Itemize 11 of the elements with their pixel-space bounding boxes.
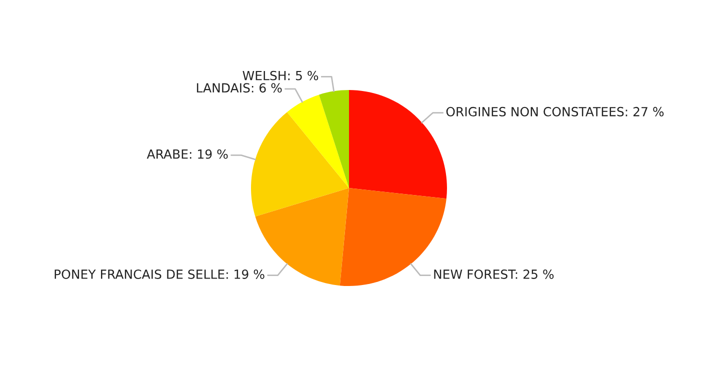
slice-label: WELSH: 5 % — [242, 70, 318, 80]
pie-slice — [251, 112, 349, 217]
pie-slice — [287, 94, 349, 188]
pie-slice — [319, 90, 349, 188]
slice-label: PONEY FRANCAIS DE SELLE: 19 % — [54, 270, 264, 279]
pie-slice — [349, 90, 447, 199]
slice-label: NEW FOREST: 25 % — [434, 270, 554, 279]
slice-label: ORIGINES NON CONSTATEES: 27 % — [446, 106, 664, 116]
pie-slice — [255, 188, 349, 286]
slice-label: ARABE: 19 % — [146, 149, 228, 159]
slice-label: LANDAIS: 6 % — [196, 83, 282, 93]
